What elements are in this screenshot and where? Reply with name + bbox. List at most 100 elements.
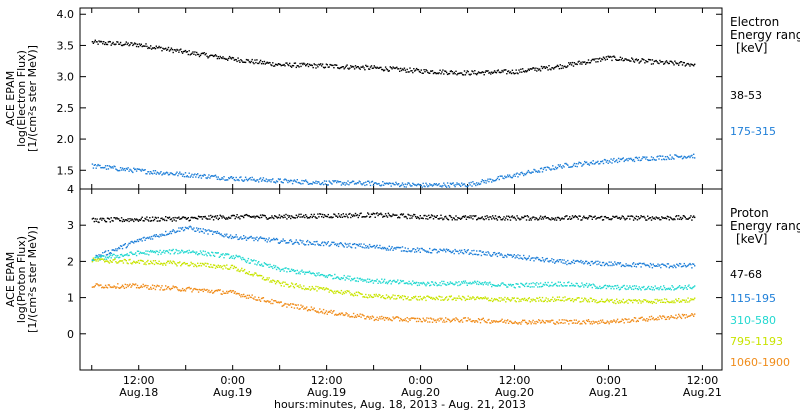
data-point: [594, 285, 596, 287]
data-point: [481, 298, 483, 300]
data-point: [150, 262, 153, 264]
data-point: [401, 295, 404, 297]
data-point: [572, 216, 575, 219]
data-point: [347, 315, 349, 317]
data-point: [316, 311, 318, 313]
data-point: [513, 216, 515, 218]
data-point: [373, 65, 375, 67]
data-point: [379, 294, 381, 296]
data-point: [274, 63, 277, 65]
data-point: [127, 262, 129, 265]
data-point: [546, 300, 548, 303]
data-point: [482, 251, 484, 253]
data-point: [639, 61, 641, 63]
data-point: [251, 260, 253, 262]
data-point: [448, 72, 451, 75]
data-point: [108, 165, 111, 167]
data-point: [515, 255, 517, 257]
data-point: [245, 213, 248, 216]
data-point: [638, 299, 640, 301]
data-point: [534, 169, 536, 171]
data-point: [512, 322, 514, 324]
data-point: [473, 282, 475, 284]
data-point: [575, 282, 577, 285]
data-point: [201, 253, 204, 256]
data-point: [139, 239, 142, 241]
data-point: [477, 71, 480, 73]
data-point: [490, 255, 492, 257]
data-point: [454, 248, 456, 251]
data-point: [438, 295, 440, 297]
data-point: [607, 162, 609, 164]
data-point: [313, 213, 315, 216]
data-point: [594, 321, 596, 323]
data-point: [393, 279, 395, 282]
data-point: [230, 291, 233, 293]
data-point: [670, 301, 672, 304]
data-point: [131, 218, 133, 220]
data-point: [508, 174, 511, 176]
data-point: [486, 282, 488, 284]
data-point: [633, 317, 636, 319]
data-point: [383, 70, 385, 72]
data-point: [129, 258, 131, 261]
data-point: [139, 219, 142, 221]
data-point: [472, 296, 474, 298]
data-point: [321, 182, 323, 185]
data-point: [266, 218, 268, 220]
data-point: [427, 218, 429, 220]
data-point: [653, 301, 655, 304]
data-point: [259, 264, 261, 266]
data-point: [644, 62, 646, 64]
data-point: [493, 320, 496, 322]
data-point: [296, 216, 298, 219]
data-point: [378, 247, 380, 249]
data-point: [350, 181, 352, 184]
data-point: [362, 296, 364, 298]
data-point: [362, 183, 364, 185]
data-point: [509, 71, 512, 73]
data-point: [136, 284, 139, 287]
data-point: [523, 216, 525, 219]
data-point: [255, 61, 257, 64]
data-point: [599, 57, 601, 59]
data-point: [649, 301, 652, 304]
data-point: [418, 317, 421, 320]
data-point: [156, 47, 158, 49]
data-point: [678, 313, 680, 316]
data-point: [260, 237, 263, 239]
data-point: [663, 158, 666, 161]
data-point: [394, 294, 396, 297]
data-point: [289, 270, 291, 273]
data-point: [167, 217, 170, 219]
data-point: [513, 297, 515, 299]
data-point: [392, 182, 394, 185]
data-point: [484, 215, 486, 218]
data-point: [670, 289, 672, 291]
data-point: [642, 301, 644, 303]
data-point: [430, 281, 433, 283]
data-point: [184, 172, 187, 174]
data-point: [487, 297, 489, 299]
data-point: [220, 253, 222, 256]
data-point: [660, 61, 662, 63]
x-tick-label-date: Aug.20: [401, 386, 440, 399]
data-point: [202, 250, 204, 252]
series-38-53: [91, 39, 696, 76]
data-point: [457, 250, 459, 253]
data-point: [494, 71, 497, 73]
data-point: [588, 262, 591, 264]
data-point: [486, 215, 488, 217]
data-point: [471, 70, 473, 72]
data-point: [457, 72, 459, 75]
data-point: [414, 70, 416, 72]
data-point: [472, 218, 474, 220]
data-point: [192, 176, 194, 178]
data-point: [462, 183, 465, 185]
data-point: [148, 254, 150, 256]
data-point: [258, 62, 260, 65]
data-point: [487, 178, 489, 180]
data-point: [131, 42, 133, 44]
data-point: [167, 174, 170, 176]
data-point: [413, 296, 415, 298]
